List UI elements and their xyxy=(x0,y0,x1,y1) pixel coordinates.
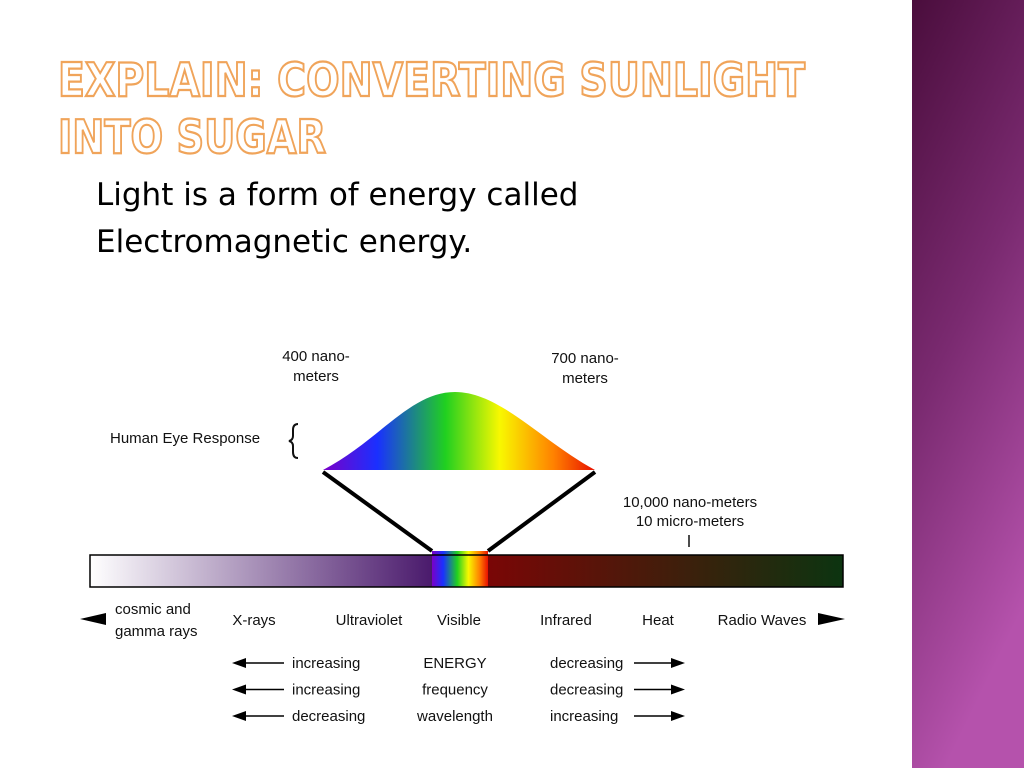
trend-table: increasing ENERGY decreasing increasing freq… xyxy=(232,655,685,725)
wavelength-label: 400 nano- xyxy=(282,348,350,365)
trend-arrowhead xyxy=(232,711,246,721)
region-label: X-rays xyxy=(232,612,275,629)
spectrum-infrared xyxy=(488,555,843,587)
trend-property: wavelength xyxy=(416,708,493,725)
body-text: Electromagnetic energy. xyxy=(96,224,472,260)
trend-label: increasing xyxy=(292,655,360,672)
zoom-line xyxy=(486,470,597,553)
eye-response-label: Human Eye Response xyxy=(110,430,260,447)
region-label: Radio Waves xyxy=(718,612,807,629)
trend-property: ENERGY xyxy=(423,655,486,672)
zoom-line xyxy=(321,470,434,553)
title-line: INTO SUGAR xyxy=(58,110,326,164)
spectrum-ionizing xyxy=(90,555,432,587)
region-label: Heat xyxy=(642,612,675,629)
region-label: Ultraviolet xyxy=(336,612,404,629)
trend-arrowhead xyxy=(671,711,685,721)
trend-arrowhead xyxy=(671,658,685,668)
region-label: cosmic and xyxy=(115,601,191,618)
scale-note: 10,000 nano-meters xyxy=(623,494,757,511)
region-label: gamma rays xyxy=(115,623,198,640)
brace xyxy=(288,423,299,459)
trend-label: decreasing xyxy=(550,682,623,699)
trend-arrowhead xyxy=(671,684,685,695)
trend-label: increasing xyxy=(550,708,618,725)
sidebar xyxy=(912,0,1024,768)
wavelength-label: 700 nano- xyxy=(551,350,619,367)
trend-arrowhead xyxy=(232,658,246,668)
eye-response-curve xyxy=(323,392,595,470)
body-text: Light is a form of energy called xyxy=(96,177,578,213)
arrow-right xyxy=(818,613,845,625)
trend-label: decreasing xyxy=(550,655,623,672)
scale-note: 10 micro-meters xyxy=(636,513,744,530)
trend-label: increasing xyxy=(292,682,360,699)
trend-arrowhead xyxy=(232,684,246,695)
arrow-left xyxy=(80,613,106,625)
region-label: Infrared xyxy=(540,612,592,629)
trend-property: frequency xyxy=(422,682,488,699)
spectrum-border xyxy=(89,554,844,588)
wavelength-label: meters xyxy=(293,368,339,385)
spectrum-visible xyxy=(432,551,488,587)
trend-label: decreasing xyxy=(292,708,365,725)
region-label: Visible xyxy=(437,612,481,629)
wavelength-label: meters xyxy=(562,370,608,387)
title-line: EXPLAIN: CONVERTING SUNLIGHT xyxy=(58,53,806,107)
spectrum-diagram: 400 nano- meters 700 nano- meters Human … xyxy=(80,348,845,725)
